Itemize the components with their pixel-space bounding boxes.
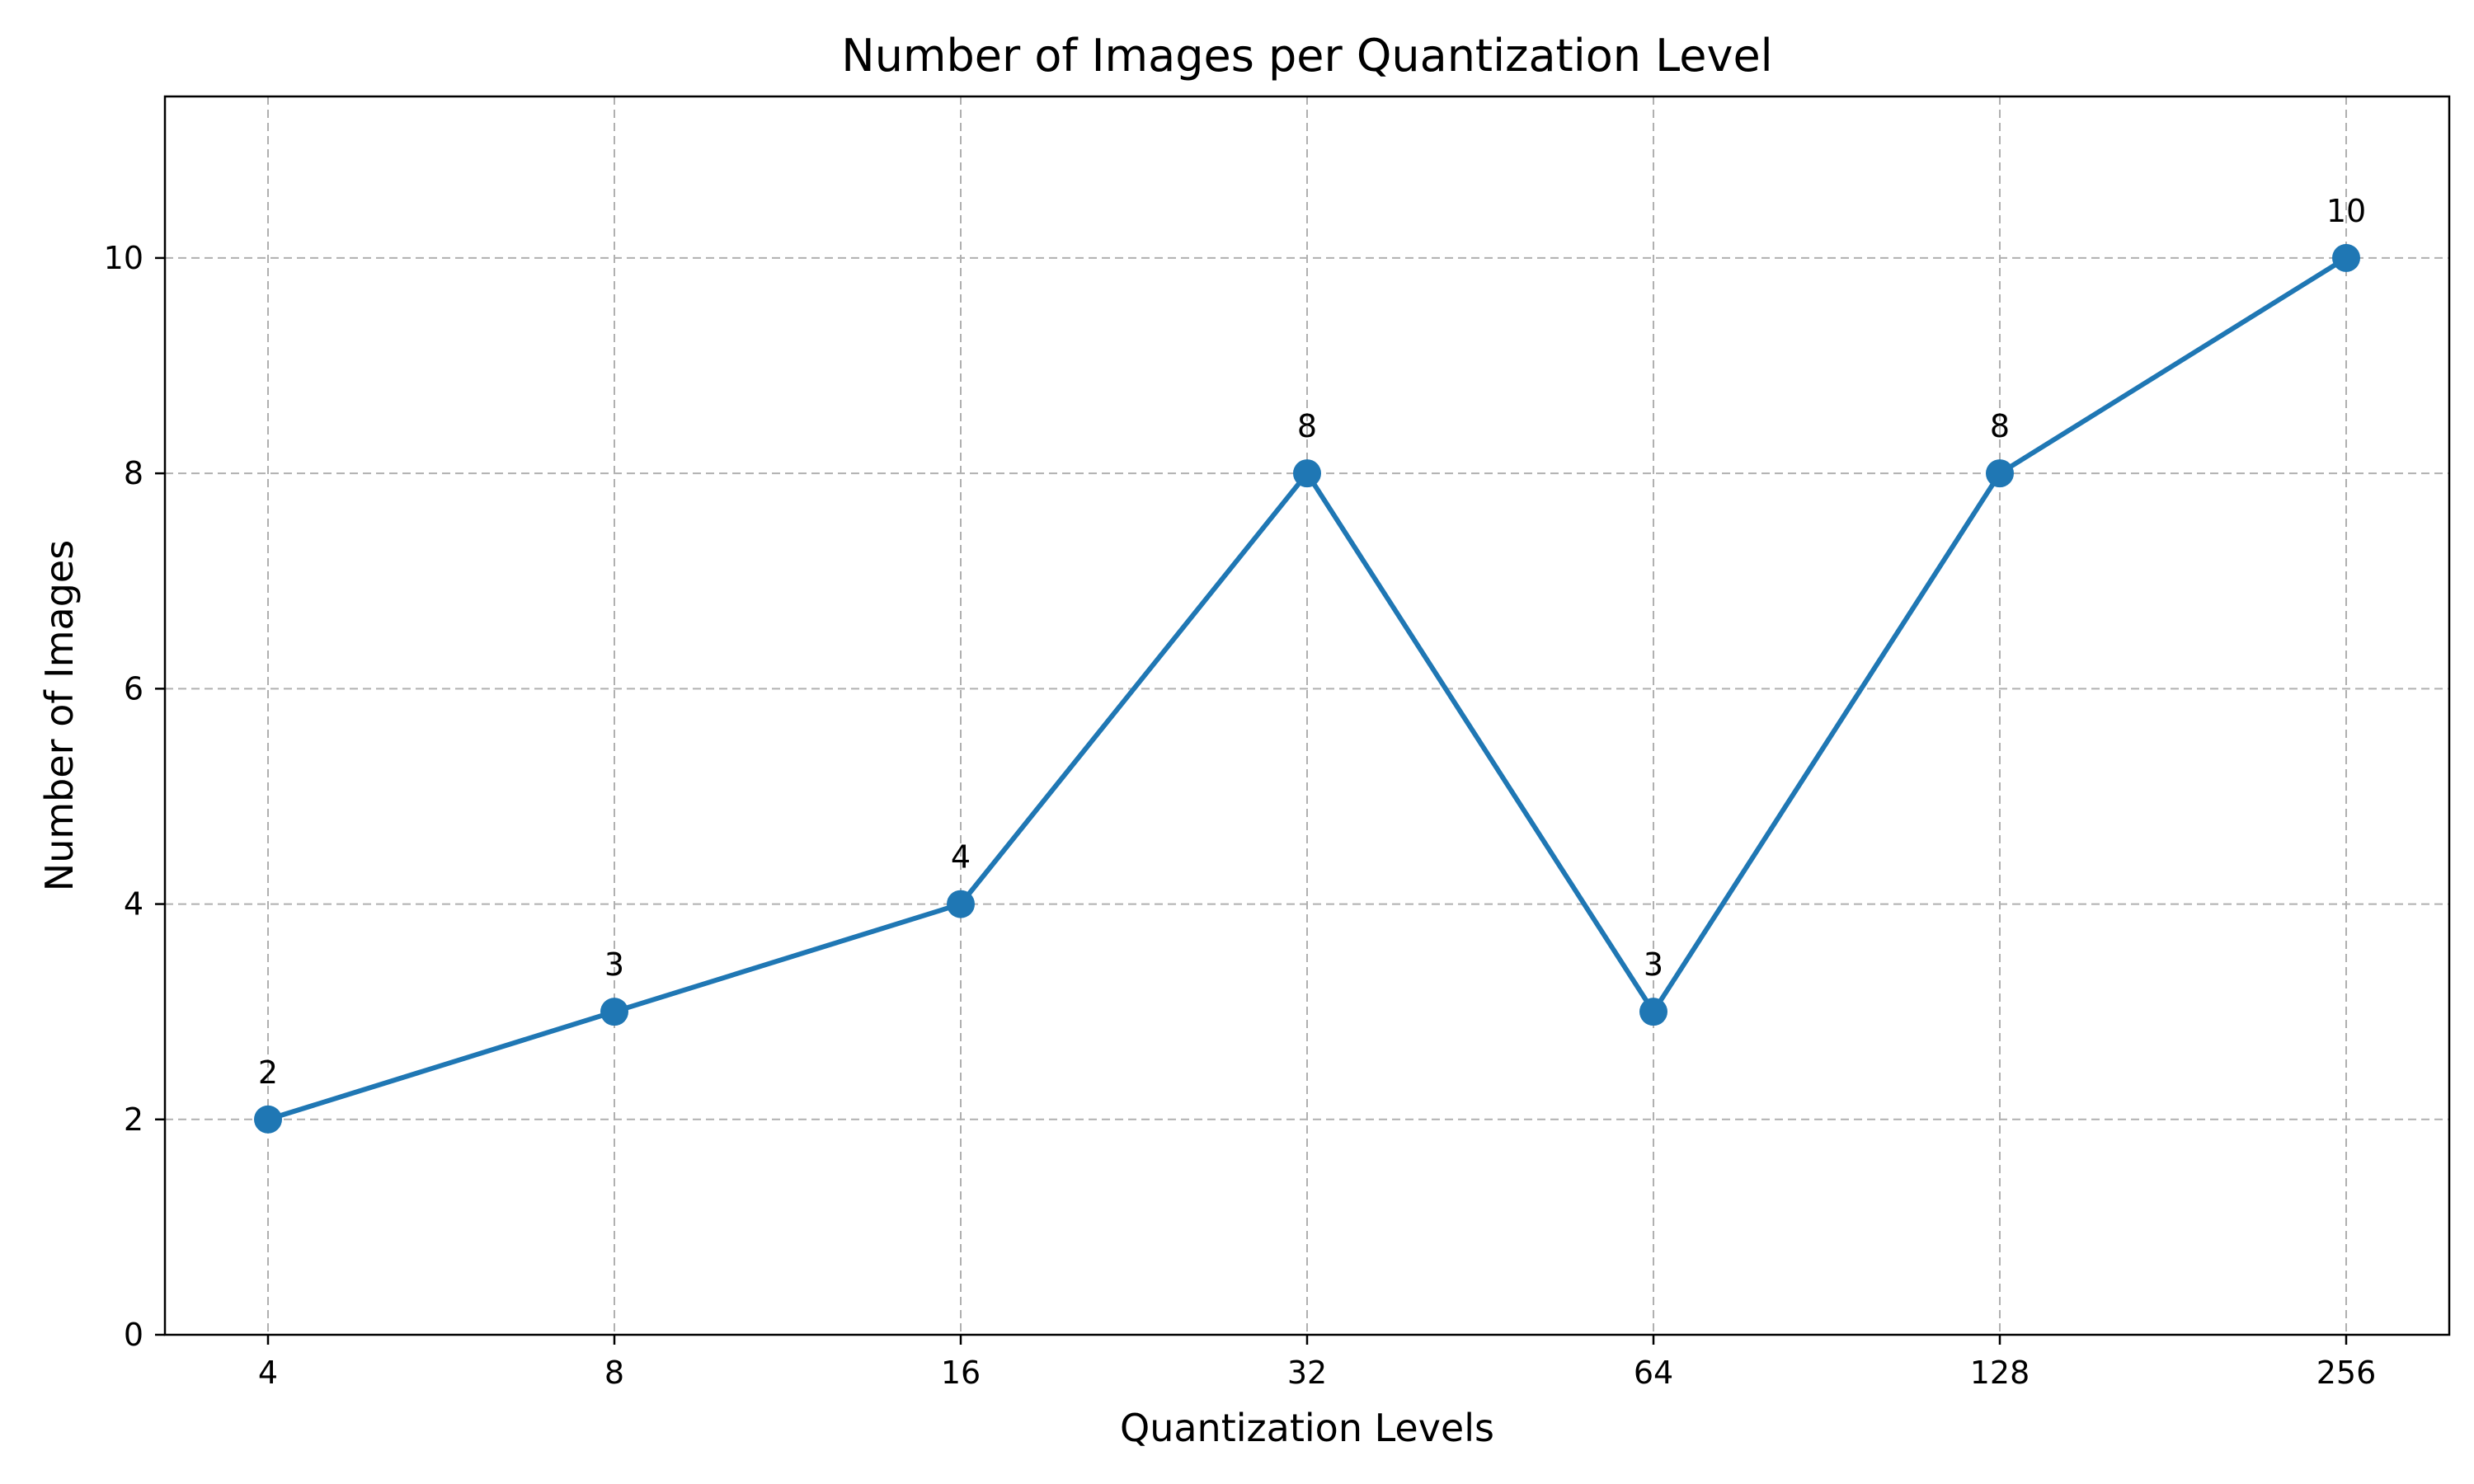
data-point [1986,459,2014,488]
data-point [2332,243,2360,272]
x-tick-label: 64 [1634,1355,1673,1391]
chart-title: Number of Images per Quantization Level [841,30,1772,82]
data-label: 8 [1297,408,1317,444]
data-label: 2 [258,1054,278,1091]
x-tick-label: 4 [258,1355,278,1391]
grid [165,96,2449,1335]
y-axis-title: Number of Images [37,540,82,891]
data-point [1293,459,1321,488]
x-tick-label: 8 [604,1355,624,1391]
y-tick-label: 10 [104,240,143,276]
data-label: 8 [1990,408,2010,444]
data-label: 4 [951,839,971,876]
data-point [254,1105,282,1134]
data-labels: 2 3 4 8 3 8 10 [258,193,2366,1091]
y-tick-label: 6 [124,670,143,707]
x-tick-label: 32 [1287,1355,1327,1391]
y-tick-label: 0 [124,1317,143,1353]
axis-ticks [155,256,2348,1345]
data-label: 3 [604,946,624,983]
data-point [947,890,975,918]
x-tick-label: 256 [2316,1355,2377,1391]
data-label: 10 [2326,193,2366,229]
x-tick-label: 16 [941,1355,981,1391]
y-tick-labels: 0 2 4 6 8 10 [104,240,143,1353]
y-tick-label: 2 [124,1101,143,1138]
data-label: 3 [1644,946,1663,983]
data-point [1639,998,1667,1026]
y-tick-label: 8 [124,455,143,491]
x-axis-title: Quantization Levels [1120,1406,1494,1450]
series-markers [254,243,2360,1134]
x-tick-label: 128 [1970,1355,2030,1391]
y-tick-label: 4 [124,886,143,923]
data-point [600,998,628,1026]
x-tick-labels: 4 8 16 32 64 128 256 [258,1355,2376,1391]
